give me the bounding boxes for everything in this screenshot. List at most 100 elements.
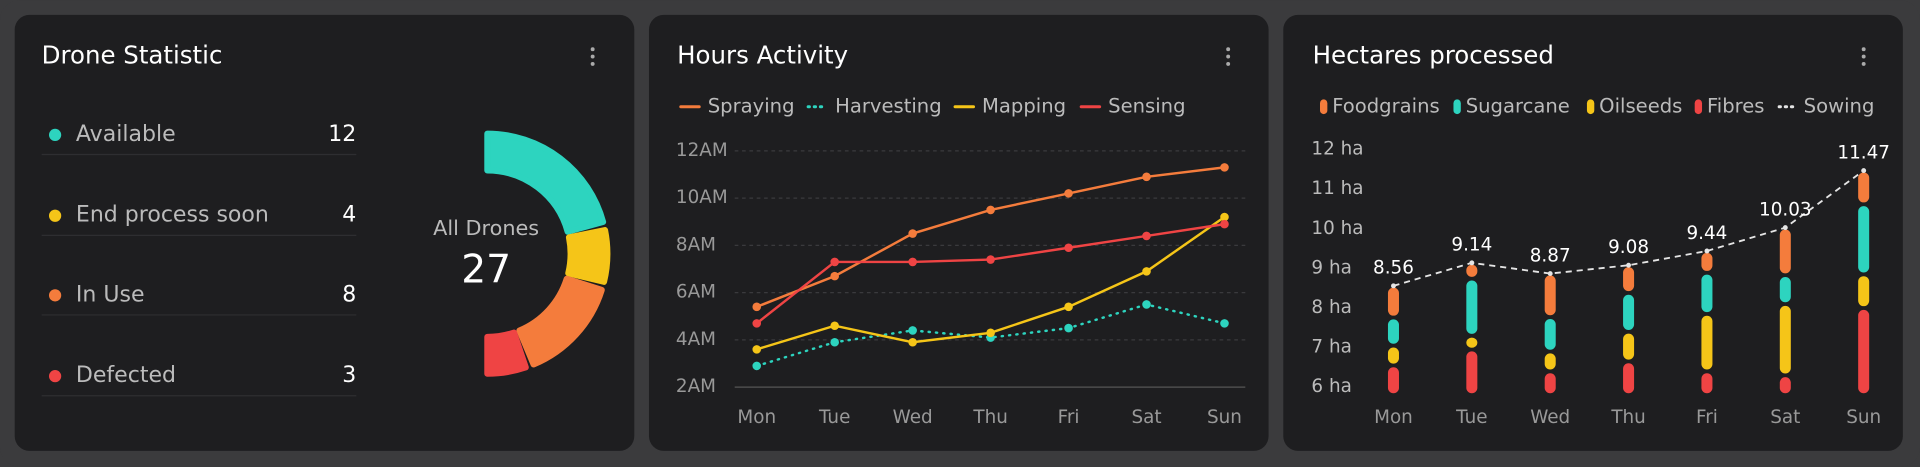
panel-title: Hectares processed: [1313, 41, 1554, 70]
x-tick-label: Wed: [1530, 407, 1570, 428]
legend-swatch: [1453, 99, 1461, 115]
donut-segment: [516, 275, 605, 368]
legend-swatch: [1694, 99, 1703, 115]
y-tick-label: 4AM: [676, 329, 716, 350]
point: [1391, 283, 1396, 289]
legend-dot: [48, 128, 62, 142]
point: [1220, 212, 1229, 222]
value-label: 8.87: [1530, 245, 1571, 266]
point: [752, 361, 762, 371]
x-tick-label: Fri: [1696, 407, 1718, 428]
item-value: 8: [342, 282, 356, 307]
point: [1064, 189, 1073, 198]
bar-segment: [1466, 264, 1478, 277]
legend-label: Harvesting: [835, 94, 942, 117]
donut-segment: [484, 130, 607, 235]
point: [1064, 302, 1073, 312]
bar-segment: [1387, 319, 1399, 344]
x-tick-label: Sat: [1770, 407, 1800, 428]
bar-segment: [1779, 229, 1791, 274]
bar-segment: [1623, 363, 1635, 394]
point: [1861, 168, 1867, 174]
y-tick-label: 8AM: [676, 234, 716, 255]
bar-segment: [1387, 367, 1399, 394]
point: [830, 337, 839, 347]
y-tick-label: 6 ha: [1311, 376, 1351, 397]
value-label: 10.03: [1759, 199, 1812, 220]
y-tick-label: 12 ha: [1311, 139, 1363, 160]
bar-segment: [1701, 252, 1713, 271]
bar-segment: [1623, 333, 1635, 360]
bar-segment: [1466, 280, 1478, 334]
panel: [648, 14, 1269, 451]
bar-segment: [1544, 373, 1556, 394]
bar-segment: [1387, 287, 1399, 316]
bar-segment: [1387, 347, 1399, 364]
bar-segment: [1544, 275, 1556, 316]
center-label: All Drones: [433, 216, 539, 240]
bar-segment: [1701, 274, 1713, 313]
value-label: 11.47: [1837, 142, 1890, 163]
legend-label: Spraying: [708, 94, 795, 117]
bar-segment: [1858, 309, 1870, 394]
value-label: 9.14: [1451, 235, 1492, 256]
donut-segment: [484, 329, 529, 377]
point: [1626, 262, 1632, 268]
legend-label: Oilseeds: [1599, 94, 1682, 117]
point: [1064, 323, 1073, 333]
x-tick-label: Wed: [893, 407, 933, 428]
y-tick-label: 12AM: [676, 140, 728, 161]
y-tick-label: 10 ha: [1311, 218, 1363, 239]
menu-button[interactable]: [590, 47, 595, 66]
point: [986, 255, 995, 264]
point: [752, 302, 762, 312]
y-tick-label: 8 ha: [1311, 297, 1351, 318]
legend-dot: [48, 370, 62, 383]
legend-label: Fibres: [1707, 94, 1765, 117]
point: [752, 345, 762, 354]
x-tick-label: Sat: [1131, 407, 1161, 428]
item-value: 12: [328, 122, 356, 147]
x-tick-label: Mon: [1374, 407, 1413, 428]
point: [986, 328, 995, 338]
legend-dot: [48, 209, 62, 222]
legend-swatch: [1320, 99, 1328, 115]
legend-dot: [48, 289, 62, 302]
legend-label: Foodgrains: [1332, 94, 1439, 117]
x-tick-label: Tue: [818, 407, 850, 428]
y-tick-label: 10AM: [676, 187, 728, 208]
menu-button[interactable]: [1226, 47, 1231, 66]
x-tick-label: Thu: [972, 407, 1007, 428]
x-tick-label: Mon: [737, 407, 776, 428]
point: [908, 326, 917, 335]
point: [1142, 231, 1151, 241]
item-label: End process soon: [76, 203, 269, 228]
point: [1142, 172, 1151, 182]
legend-label: Sensing: [1108, 94, 1185, 117]
point: [1220, 163, 1229, 172]
point: [986, 205, 995, 215]
x-tick-label: Tue: [1455, 407, 1487, 428]
point: [1220, 219, 1229, 229]
menu-button[interactable]: [1861, 47, 1866, 66]
y-tick-label: 9 ha: [1311, 257, 1351, 278]
x-tick-label: Fri: [1058, 407, 1080, 428]
item-value: 4: [342, 203, 356, 228]
x-tick-label: Sun: [1207, 407, 1242, 428]
value-label: 9.44: [1686, 223, 1727, 244]
legend-swatch: [1586, 99, 1595, 115]
point: [1142, 300, 1151, 309]
bar-segment: [1779, 377, 1791, 394]
panel-title: Hours Activity: [677, 41, 848, 70]
x-tick-label: Sun: [1846, 407, 1881, 428]
bar-segment: [1623, 294, 1635, 330]
bar-segment: [1858, 206, 1870, 273]
bar-segment: [1858, 276, 1870, 307]
legend-label: Mapping: [982, 94, 1066, 117]
bar-segment: [1779, 305, 1791, 374]
item-label: Defected: [76, 363, 176, 388]
y-tick-label: 11 ha: [1311, 178, 1363, 199]
item-value: 3: [342, 363, 356, 388]
